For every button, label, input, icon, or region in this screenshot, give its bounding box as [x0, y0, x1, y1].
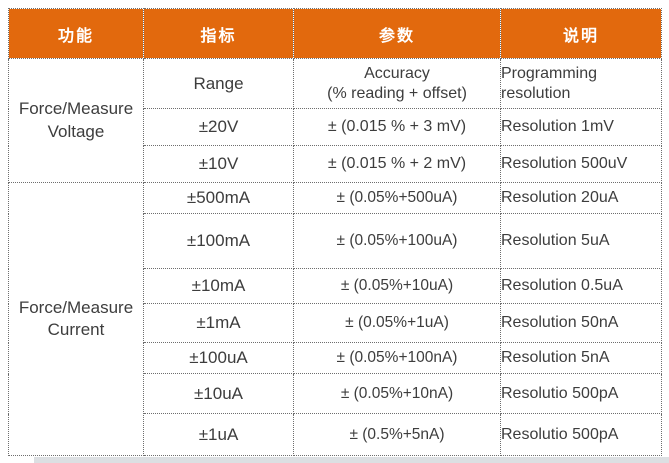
table-header-row: 功能 指标 参数 说明: [8, 8, 662, 59]
param-line-2: (% reading + offset): [327, 84, 467, 102]
table-row: ±1uA ± (0.5%+5nA) Resolutio 500pA: [9, 413, 662, 456]
param-cell: ± (0.015 % + 2 mV): [293, 145, 501, 183]
note-cell: Resolutio 500pA: [500, 413, 662, 456]
header-cell-spec: 指标: [143, 8, 294, 59]
note-cell: Resolution 5uA: [500, 213, 662, 269]
spec-cell: Range: [143, 58, 294, 109]
table-row: Force/Measure Current ±500mA ± (0.05%+50…: [8, 182, 662, 456]
spec-cell: ±20V: [143, 108, 294, 146]
note-cell: Resolution 20uA: [500, 182, 662, 214]
spec-cell: ±100mA: [143, 213, 294, 269]
spec-cell: ±1mA: [143, 303, 294, 343]
table-row: ±20V ± (0.015 % + 3 mV) Resolution 1mV: [9, 108, 662, 146]
spec-cell: ±10mA: [143, 268, 294, 304]
table-row: ±10mA ± (0.05%+10uA) Resolution 0.5uA: [9, 268, 662, 304]
param-cell: ± (0.05%+500uA): [293, 182, 501, 214]
param-cell: ± (0.05%+100nA): [293, 342, 501, 374]
table-row: Force/Measure Voltage Range Accuracy (% …: [8, 58, 662, 183]
param-cell: ± (0.05%+10nA): [293, 373, 501, 414]
header-cell-note: 说明: [500, 8, 662, 59]
table-row: ±1mA ± (0.05%+1uA) Resolution 50nA: [9, 303, 662, 343]
note-cell: Resolution 0.5uA: [500, 268, 662, 304]
param-line-1: Accuracy: [364, 64, 430, 82]
table-row: ±100mA ± (0.05%+100uA) Resolution 5uA: [9, 213, 662, 269]
spec-table: 功能 指标 参数 说明 Force/Measure Voltage Range …: [8, 8, 662, 456]
spec-cell: ±10uA: [143, 373, 294, 414]
table-row: ±10V ± (0.015 % + 2 mV) Resolution 500uV: [9, 145, 662, 183]
param-cell: ± (0.5%+5nA): [293, 413, 501, 456]
table-row: ±10uA ± (0.05%+10nA) Resolutio 500pA: [9, 373, 662, 414]
table-row: ±100uA ± (0.05%+100nA) Resolution 5nA: [9, 342, 662, 374]
function-cell-voltage: Force/Measure Voltage: [8, 58, 144, 183]
spec-cell: ±500mA: [143, 182, 294, 214]
param-cell: ± (0.05%+100uA): [293, 213, 501, 269]
spec-cell: ±100uA: [143, 342, 294, 374]
param-cell: Accuracy (% reading + offset): [293, 58, 501, 109]
param-cell: ± (0.05%+1uA): [293, 303, 501, 343]
note-cell: Resolution 1mV: [500, 108, 662, 146]
header-cell-param: 参数: [293, 8, 501, 59]
note-cell: Resolutio 500pA: [500, 373, 662, 414]
function-cell-current: Force/Measure Current: [8, 182, 144, 456]
page-bottom-edge: [34, 457, 669, 463]
spec-cell: ±10V: [143, 145, 294, 183]
param-cell: ± (0.015 % + 3 mV): [293, 108, 501, 146]
note-cell: Resolution 5nA: [500, 342, 662, 374]
note-cell: Resolution 500uV: [500, 145, 662, 183]
note-cell: Programming resolution: [500, 58, 662, 109]
spec-cell: ±1uA: [143, 413, 294, 456]
param-cell: ± (0.05%+10uA): [293, 268, 501, 304]
note-cell: Resolution 50nA: [500, 303, 662, 343]
header-cell-function: 功能: [8, 8, 144, 59]
